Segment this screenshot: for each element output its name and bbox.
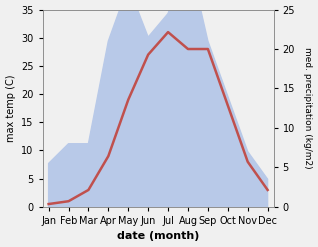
X-axis label: date (month): date (month) [117, 231, 199, 242]
Y-axis label: max temp (C): max temp (C) [5, 74, 16, 142]
Y-axis label: med. precipitation (kg/m2): med. precipitation (kg/m2) [303, 47, 313, 169]
